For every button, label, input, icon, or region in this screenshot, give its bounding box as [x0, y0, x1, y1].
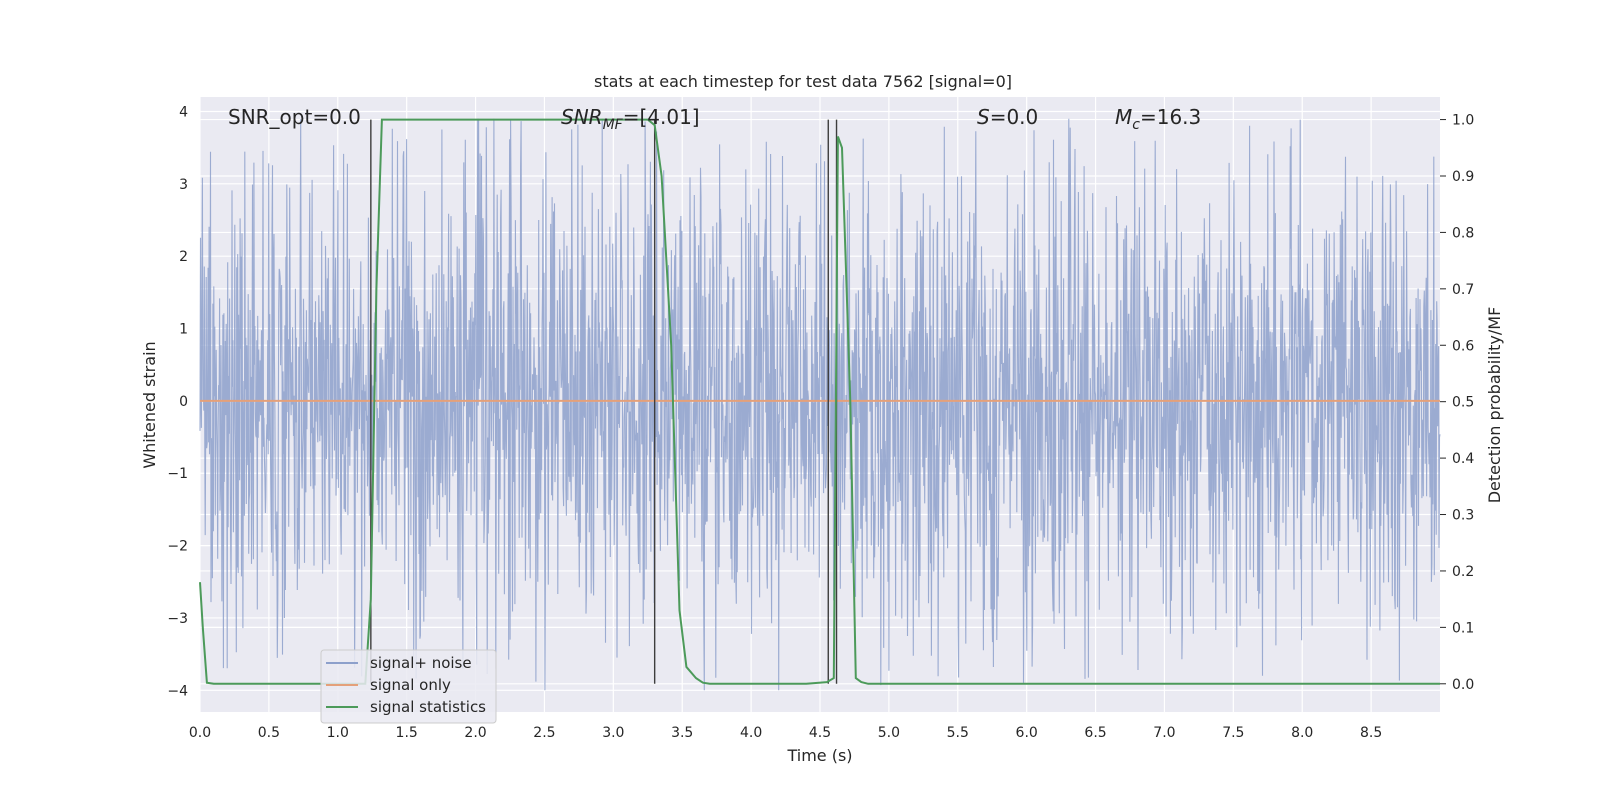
x-tick-label: 5.0 [878, 725, 900, 741]
y-tick-label-left: −1 [167, 466, 188, 482]
y-tick-label-left: 4 [179, 104, 188, 120]
y-tick-label-left: 2 [179, 249, 188, 265]
x-tick-label: 3.0 [602, 725, 624, 741]
x-tick-label: 8.5 [1360, 725, 1382, 741]
annotation-mc-value: =16.3 [1140, 105, 1201, 129]
x-tick-label: 0.0 [189, 725, 211, 741]
legend-label-signal-noise: signal+ noise [370, 654, 472, 672]
y-tick-label-right: 0.9 [1452, 169, 1474, 185]
y-tick-label-left: 1 [179, 322, 188, 338]
annotation-snr-mf: SNRMF=[4.01] [561, 105, 700, 133]
chart-title: stats at each timestep for test data 756… [594, 72, 1012, 91]
annotation-snr-mf-value: =[4.01] [623, 105, 700, 129]
x-tick-label: 6.0 [1016, 725, 1038, 741]
y-tick-label-right: 0.3 [1452, 508, 1474, 524]
annotation-snr-mf-subscript: MF [603, 117, 624, 133]
series-line-signal-noise [199, 118, 1441, 691]
x-tick-label: 1.0 [327, 725, 349, 741]
y-tick-label-left: −2 [167, 539, 188, 555]
y-axis-right-label: Detection probability/MF [1485, 307, 1504, 504]
x-tick-label: 1.5 [396, 725, 418, 741]
y-tick-label-right: 0.5 [1452, 395, 1474, 411]
annotation-mc-symbol: M [1115, 105, 1132, 129]
y-tick-label-right: 0.2 [1452, 564, 1474, 580]
legend-label-signal-statistics: signal statistics [370, 698, 486, 716]
y-tick-label-right: 0.6 [1452, 338, 1474, 354]
x-tick-label: 4.5 [809, 725, 831, 741]
x-tick-label: 7.0 [1153, 725, 1175, 741]
y-tick-label-left: 0 [179, 394, 188, 410]
y-tick-label-right: 0.8 [1452, 225, 1474, 241]
annotation-mc: Mc=16.3 [1115, 105, 1201, 133]
y-axis-left-ticks: −4 −3 −2 −1 0 1 2 3 4 [167, 104, 188, 699]
legend-label-signal-only: signal only [370, 676, 451, 694]
y-tick-label-right: 0.4 [1452, 451, 1474, 467]
x-tick-label: 5.5 [947, 725, 969, 741]
x-tick-label: 0.5 [258, 725, 280, 741]
y-tick-label-right: 0.1 [1452, 620, 1474, 636]
annotation-mc-subscript: c [1132, 117, 1140, 133]
series-signal-noise [199, 118, 1441, 691]
y-axis-right-ticks: 0.0 0.1 0.2 0.3 0.4 0.5 0.6 0.7 0.8 0.9 1.0 [1440, 113, 1474, 693]
y-tick-label-left: 3 [179, 177, 188, 193]
annotation-s-symbol: S [977, 105, 990, 129]
y-tick-label-right: 1.0 [1452, 113, 1474, 129]
annotation-snr-opt: SNR_opt=0.0 [228, 105, 361, 129]
annotation-snr-mf-symbol: SNR [561, 105, 603, 129]
x-tick-label: 3.5 [671, 725, 693, 741]
annotation-s-value: =0.0 [990, 105, 1039, 129]
y-tick-label-left: −3 [167, 611, 188, 627]
x-tick-label: 6.5 [1084, 725, 1106, 741]
x-tick-label: 2.0 [464, 725, 486, 741]
x-tick-label: 8.0 [1291, 725, 1313, 741]
y-tick-label-left: −4 [167, 683, 188, 699]
x-tick-label: 7.5 [1222, 725, 1244, 741]
x-axis-ticks: 0.0 0.5 1.0 1.5 2.0 2.5 3.0 3.5 4.0 4.5 5.0 5.5 6.0 6… [189, 725, 1382, 741]
annotation-s: S=0.0 [977, 105, 1038, 129]
y-tick-label-right: 0.7 [1452, 282, 1474, 298]
x-axis-label: Time (s) [786, 746, 852, 765]
x-tick-label: 4.0 [740, 725, 762, 741]
legend-box [320, 649, 497, 724]
y-tick-label-right: 0.0 [1452, 677, 1474, 693]
x-tick-label: 2.5 [533, 725, 555, 741]
legend: signal+ noise signal only signal statist… [320, 649, 497, 724]
y-axis-left-label: Whitened strain [140, 341, 159, 468]
